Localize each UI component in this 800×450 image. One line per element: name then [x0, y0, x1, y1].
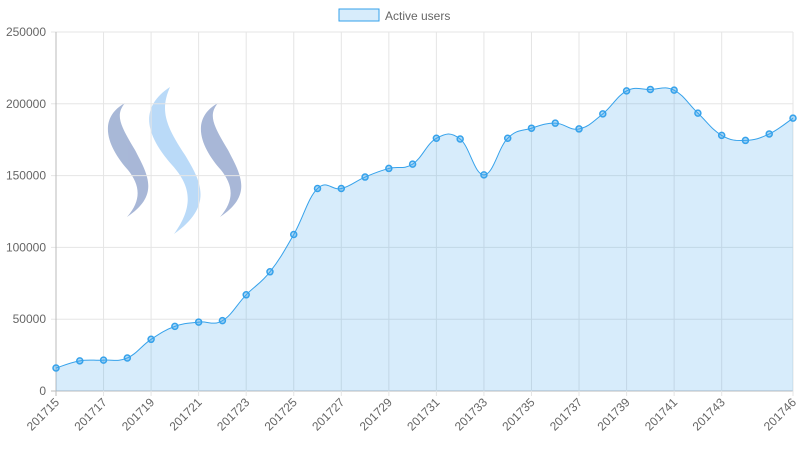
point	[289, 230, 298, 239]
point	[123, 354, 132, 362]
point	[337, 184, 346, 193]
x-tick-label: 201733	[452, 395, 490, 433]
point	[313, 184, 322, 193]
point	[765, 130, 773, 138]
x-tick-label: 201743	[690, 395, 728, 433]
logo-stroke	[107, 103, 149, 217]
point	[171, 322, 179, 331]
area	[56, 87, 793, 392]
x-tick-label: 201729	[357, 395, 395, 433]
x-tick-label: 201739	[594, 395, 632, 433]
point	[575, 125, 583, 133]
point	[741, 136, 750, 145]
x-tick-label: 201731	[404, 395, 442, 433]
legend-swatch	[338, 8, 380, 22]
y-tick-label: 50000	[13, 312, 47, 326]
x-tick-label: 201741	[642, 395, 680, 433]
legend-label: Active users	[385, 9, 450, 23]
point	[99, 356, 108, 364]
x-tick-label: 201737	[547, 395, 585, 433]
x-tick-label: 201721	[167, 395, 205, 433]
point	[503, 134, 512, 143]
x-tick-label: 201727	[309, 395, 347, 433]
point	[717, 131, 726, 140]
y-tick-label: 150000	[6, 169, 46, 183]
x-tick-label: 201719	[119, 395, 157, 433]
logo-stroke	[149, 87, 201, 234]
point	[432, 134, 441, 143]
logo	[107, 87, 242, 234]
point	[147, 335, 155, 344]
y-tick-label: 250000	[6, 25, 46, 39]
x-tick-label: 201725	[262, 395, 300, 433]
y-tick-label: 0	[39, 384, 46, 398]
point	[266, 268, 274, 276]
point	[646, 85, 655, 94]
point	[76, 357, 84, 365]
point	[361, 173, 369, 181]
point	[551, 119, 560, 127]
point	[218, 316, 227, 325]
y-tick-label: 200000	[6, 97, 46, 111]
point	[456, 135, 464, 143]
point	[194, 318, 203, 326]
y-tick-label: 100000	[6, 240, 46, 254]
point	[527, 124, 536, 132]
x-tick-label: 201735	[499, 395, 537, 433]
logo-stroke	[200, 103, 242, 217]
x-tick-label: 201715	[24, 395, 62, 433]
point	[789, 114, 797, 122]
point	[52, 364, 60, 372]
point	[599, 110, 607, 118]
point	[385, 164, 393, 173]
point	[694, 109, 702, 117]
point	[670, 86, 678, 94]
grid	[51, 31, 794, 396]
point	[242, 291, 250, 299]
point	[480, 171, 488, 179]
point	[622, 87, 631, 95]
point	[408, 160, 417, 168]
x-tick-label: 201746	[761, 395, 799, 433]
x-tick-label: 201717	[71, 395, 109, 433]
x-tick-label: 201723	[214, 395, 252, 433]
